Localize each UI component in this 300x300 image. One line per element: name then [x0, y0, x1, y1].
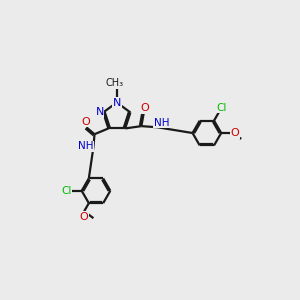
Text: O: O — [140, 103, 149, 113]
Text: CH₃: CH₃ — [105, 78, 124, 88]
Text: O: O — [81, 117, 90, 127]
Text: N: N — [112, 98, 121, 107]
Text: N: N — [95, 107, 104, 117]
Text: NH: NH — [154, 118, 170, 128]
Text: Cl: Cl — [61, 186, 71, 196]
Text: NH: NH — [78, 142, 94, 152]
Text: Cl: Cl — [216, 103, 226, 113]
Text: O: O — [230, 128, 239, 138]
Text: O: O — [80, 212, 88, 221]
